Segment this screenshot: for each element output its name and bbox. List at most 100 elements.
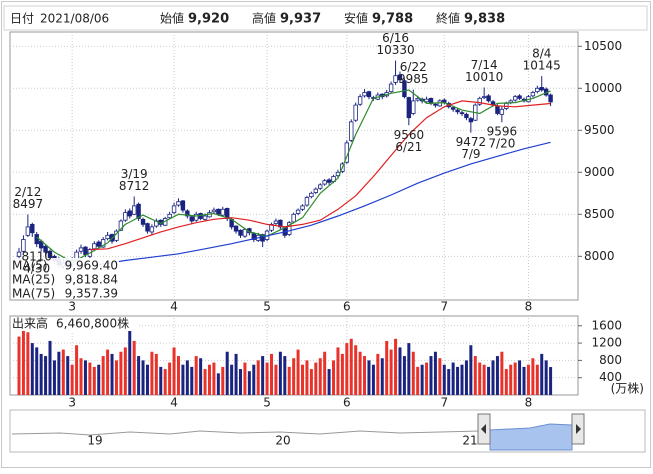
volume-bar: [522, 366, 526, 395]
volume-bar: [181, 364, 185, 395]
navigator-label: 21: [462, 434, 477, 448]
candle-body: [309, 192, 314, 198]
field-value: 9,937: [280, 12, 321, 27]
candle-body: [118, 220, 124, 231]
volume-bar: [21, 330, 25, 395]
volume-bar: [212, 362, 216, 395]
volume-bar: [243, 362, 247, 395]
volume-bar: [500, 351, 504, 395]
legend-name: MA(75): [12, 287, 55, 301]
candle-body: [233, 225, 239, 232]
volume-bar: [168, 362, 172, 395]
field-label: 高値: [252, 11, 276, 26]
candle-body: [220, 208, 225, 216]
annotation-date: 7/9: [461, 147, 480, 161]
volume-bar: [487, 366, 491, 395]
candle-body: [353, 104, 358, 121]
candle-body: [269, 223, 274, 231]
annotation-value: 8497: [13, 197, 44, 211]
volume-bar: [336, 347, 340, 395]
candle-body: [517, 95, 522, 99]
candle-body: [300, 205, 305, 210]
legend-value: 9,818.84: [65, 273, 118, 287]
annotation-date: 4/30: [23, 262, 50, 276]
volume-title: 出来高: [12, 316, 48, 331]
x-tick-label: 4: [170, 300, 178, 314]
candle-body: [131, 205, 137, 215]
candle-body: [136, 203, 141, 219]
volume-bar: [478, 362, 482, 395]
volume-bar: [345, 343, 349, 395]
volume-bar: [323, 351, 327, 395]
candle-body: [251, 233, 256, 240]
volume-bar: [301, 364, 305, 395]
annotation-date: 7/20: [488, 137, 515, 151]
volume-bar: [371, 364, 375, 395]
volume-bar: [340, 353, 344, 395]
candle-body: [450, 107, 456, 110]
x-tick-label: 3: [68, 396, 76, 410]
candle-body: [167, 213, 172, 219]
volume-bar: [544, 360, 548, 395]
candle-body: [406, 97, 412, 119]
volume-bar: [398, 347, 402, 395]
volume-bar: [26, 332, 30, 395]
candle-body: [322, 180, 327, 185]
volume-bar: [30, 343, 34, 395]
volume-bar: [495, 356, 499, 395]
annotation-value: 8110: [21, 250, 52, 264]
candle-body: [468, 118, 474, 123]
y-tick-label: 9500: [584, 123, 615, 137]
candle-body: [127, 210, 132, 217]
volume-bar: [526, 364, 530, 395]
volume-bar: [114, 360, 118, 395]
volume-bar: [442, 364, 446, 395]
candle-body: [211, 209, 217, 213]
candle-body: [357, 96, 363, 105]
candle-body: [96, 241, 101, 247]
candle-body: [202, 215, 208, 220]
volume-bar: [141, 360, 145, 395]
volume-bar: [482, 364, 486, 395]
annotation-date: 6/16: [382, 31, 409, 45]
date-label: 日付: [10, 12, 34, 26]
volume-bar: [83, 360, 87, 395]
volume-bar: [154, 353, 158, 395]
candle-body: [304, 197, 310, 206]
annotation-value: 9472: [456, 135, 487, 149]
candle-body: [362, 92, 367, 97]
candle-body: [273, 220, 279, 224]
volume-bar: [460, 364, 464, 395]
candle-body: [415, 97, 420, 101]
candle-body: [260, 234, 265, 242]
volume-bar: [464, 360, 468, 395]
volume-bar: [531, 358, 535, 395]
volume-bar: [92, 366, 96, 395]
volume-bar: [318, 358, 322, 395]
annotation-value: 9596: [487, 125, 518, 139]
candle-body: [180, 200, 186, 211]
volume-bar: [451, 362, 455, 395]
y-tick-label: 400: [599, 370, 622, 384]
volume-bar: [44, 356, 48, 395]
candle-body: [287, 222, 292, 235]
x-tick-label: 8: [525, 396, 533, 410]
y-tick-label: 10500: [584, 39, 622, 53]
candle-body: [411, 100, 416, 114]
y-tick-label: 800: [599, 353, 622, 367]
volume-bar: [535, 364, 539, 395]
volume-bar: [48, 340, 52, 395]
volume-bar: [106, 349, 110, 395]
candle-body: [388, 83, 394, 93]
ma-line: [98, 141, 551, 266]
x-tick-label: 4: [170, 396, 178, 410]
volume-bar: [287, 366, 291, 395]
candle-body: [193, 213, 199, 221]
candle-body: [486, 95, 491, 102]
volume-bar: [176, 356, 180, 395]
volume-bar: [88, 362, 92, 395]
candle-body: [530, 92, 536, 97]
volume-bar: [363, 356, 367, 395]
volume-bar: [190, 366, 194, 395]
